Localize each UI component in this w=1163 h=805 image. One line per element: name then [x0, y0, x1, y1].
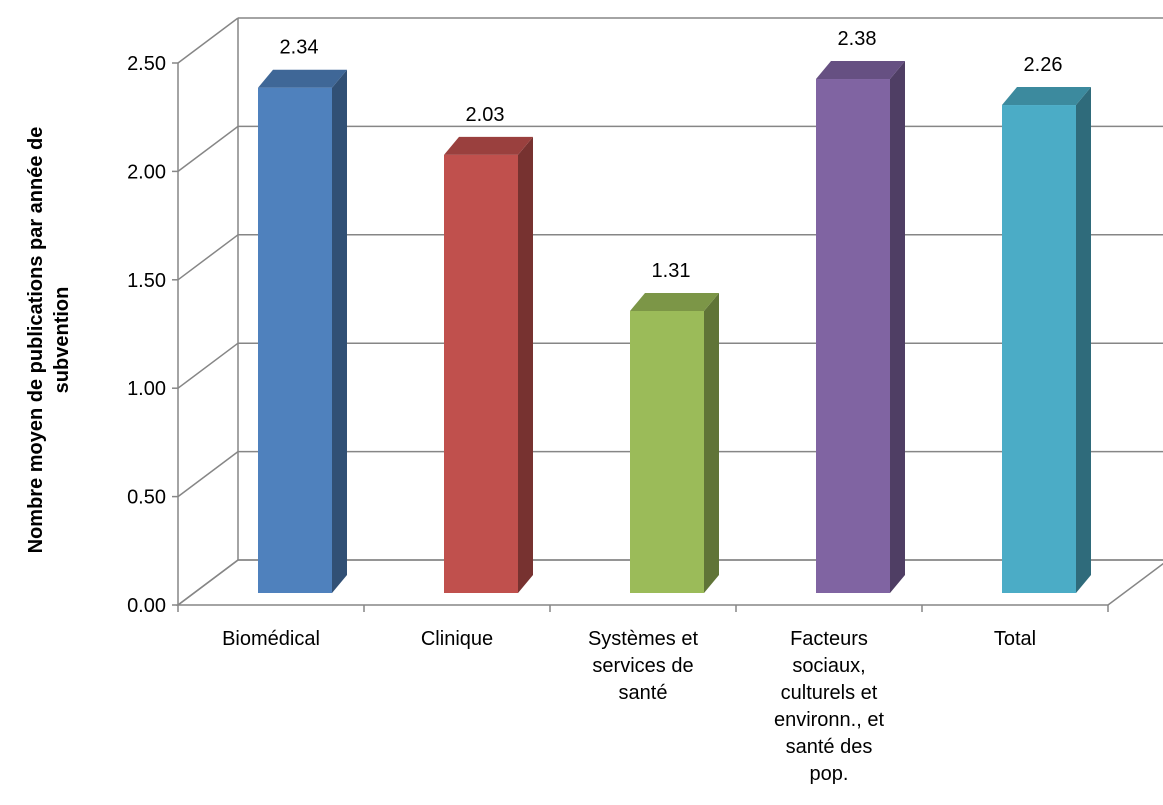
bar-front	[630, 310, 704, 593]
y-tick-label: 1.00	[127, 378, 166, 400]
y-tick-label: 1.50	[127, 270, 166, 292]
category-labels: Biomédical Clinique Systèmes et services de…	[222, 628, 1036, 785]
bar-top	[630, 292, 719, 311]
chart-floor	[175, 559, 1163, 606]
bar	[630, 292, 719, 593]
bar-front	[444, 154, 518, 593]
y-axis-label: Nombre moyen de publications par année d…	[25, 127, 73, 554]
data-label: 2.38	[838, 28, 877, 50]
bar-side	[1076, 87, 1091, 594]
x-tick-label: Systèmes et services de santé	[588, 628, 698, 704]
bar	[444, 136, 533, 593]
y-tick-label: 0.50	[127, 487, 166, 509]
bar-side	[518, 136, 533, 593]
data-label: 2.03	[466, 104, 505, 126]
gridline-side	[177, 125, 239, 172]
bar-front	[258, 87, 332, 594]
bar-top	[816, 61, 905, 80]
data-label: 1.31	[652, 260, 691, 282]
gridline-side	[177, 234, 239, 281]
bar-side	[704, 292, 719, 593]
y-tick-label: 2.00	[127, 161, 166, 183]
gridline-side	[177, 17, 239, 64]
y-tick-label: 0.00	[127, 595, 166, 617]
bar-side	[890, 61, 905, 594]
x-tick-label: Facteurs sociaux, culturels et environn., e…	[774, 628, 885, 785]
bar	[258, 69, 347, 594]
bar-side	[332, 69, 347, 594]
bar-front	[816, 79, 890, 594]
bars	[258, 61, 1091, 594]
data-label: 2.26	[1024, 54, 1063, 76]
y-tick-labels: 0.00 0.50 1.00 1.50 2.00 2.50	[127, 53, 166, 617]
bar-top	[1002, 87, 1091, 106]
bar-front	[1002, 105, 1076, 594]
bar	[1002, 87, 1091, 594]
x-tick-label: Total	[994, 628, 1036, 650]
x-tick-label: Biomédical	[222, 628, 320, 650]
data-label: 2.34	[280, 37, 319, 59]
bar	[816, 61, 905, 594]
bar-top	[258, 69, 347, 88]
bar-top	[444, 136, 533, 155]
axes	[172, 18, 1163, 612]
x-tick-label: Clinique	[421, 628, 493, 650]
y-tick-label: 2.50	[127, 53, 166, 75]
gridline-side	[177, 451, 239, 498]
gridline-side	[177, 342, 239, 389]
value-labels: 2.34 2.03 1.31 2.38 2.26	[280, 28, 1063, 282]
